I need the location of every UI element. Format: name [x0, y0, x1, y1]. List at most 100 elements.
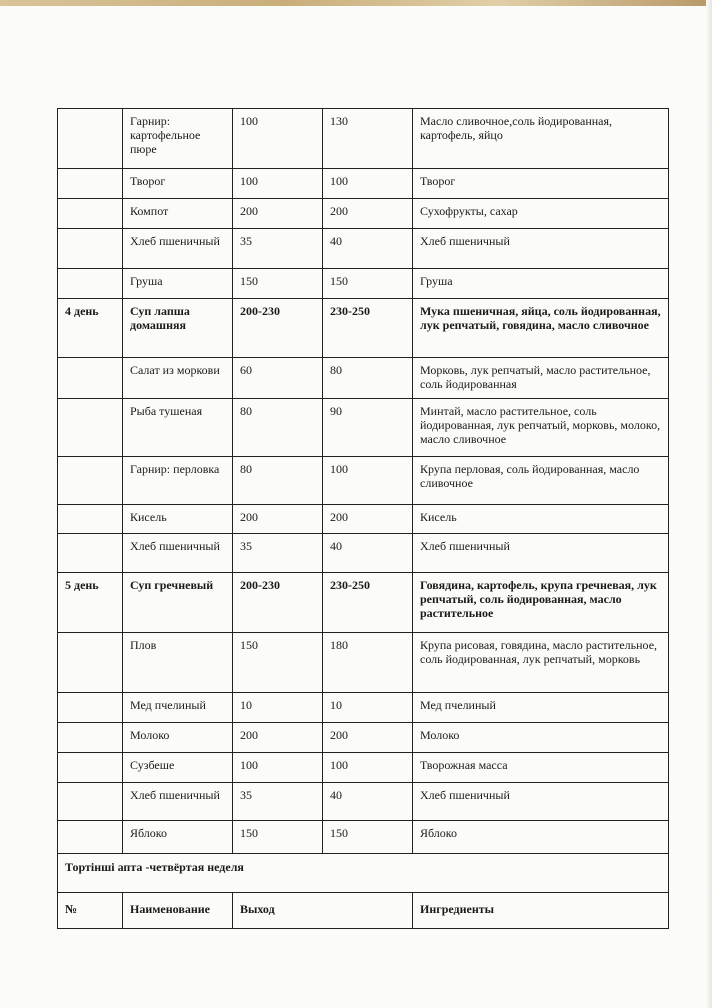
output-2: 100: [322, 168, 413, 199]
ingredients-cell: Груша: [412, 268, 669, 299]
dish-name: Компот: [122, 198, 233, 229]
output-2: 40: [322, 533, 413, 573]
dish-name: Сузбеше: [122, 752, 233, 783]
header-ingredients: Ингредиенты: [412, 892, 669, 929]
ingredients-cell: Крупа перловая, соль йодированная, масло…: [412, 456, 669, 505]
dish-name: Плов: [122, 632, 233, 693]
output-1: 200: [232, 504, 323, 534]
day-cell: [57, 456, 123, 505]
table-row: 5 день Суп гречневый 200-230 230-250 Говядин…: [57, 572, 669, 633]
table-row: Молоко 200 200 Молоко: [57, 722, 669, 753]
output-2: 200: [322, 504, 413, 534]
table-row: Хлеб пшеничный 35 40 Хлеб пшеничный: [57, 228, 669, 269]
day-cell: [57, 533, 123, 573]
output-1: 100: [232, 168, 323, 199]
output-2: 90: [322, 398, 413, 457]
dish-name: Гарнир: перловка: [122, 456, 233, 505]
output-2: 150: [322, 820, 413, 854]
ingredients-cell: Говядина, картофель, крупа гречневая, лу…: [412, 572, 669, 633]
output-2: 100: [322, 752, 413, 783]
output-1: 10: [232, 692, 323, 723]
table-row: 4 день Суп лапша домашняя 200-230 230-250 Му…: [57, 298, 669, 358]
ingredients-cell: Кисель: [412, 504, 669, 534]
day-cell: [57, 722, 123, 753]
output-1: 200-230: [232, 572, 323, 633]
ingredients-cell: Мука пшеничная, яйца, соль йодированная,…: [412, 298, 669, 358]
output-1: 100: [232, 752, 323, 783]
ingredients-cell: Молоко: [412, 722, 669, 753]
dish-name: Кисель: [122, 504, 233, 534]
day-cell: [57, 108, 123, 169]
dish-name: Салат из моркови: [122, 357, 233, 399]
output-1: 35: [232, 228, 323, 269]
table-row: Гарнир: картофельное пюре 100 130 Масло сли…: [57, 108, 669, 169]
output-1: 100: [232, 108, 323, 169]
dish-name: Рыба тушеная: [122, 398, 233, 457]
ingredients-cell: Хлеб пшеничный: [412, 533, 669, 573]
output-2: 40: [322, 228, 413, 269]
dish-name: Хлеб пшеничный: [122, 228, 233, 269]
week-title: Тортінші апта -четвёртая неделя: [57, 853, 669, 893]
output-2: 200: [322, 198, 413, 229]
ingredients-cell: Морковь, лук репчатый, масло растительно…: [412, 357, 669, 399]
scan-right-edge: [706, 0, 712, 1008]
dish-name: Творог: [122, 168, 233, 199]
table-row: Хлеб пшеничный 35 40 Хлеб пшеничный: [57, 533, 669, 573]
day-cell: [57, 632, 123, 693]
output-2: 150: [322, 268, 413, 299]
ingredients-cell: Хлеб пшеничный: [412, 228, 669, 269]
ingredients-cell: Сухофрукты, сахар: [412, 198, 669, 229]
day-cell: [57, 228, 123, 269]
day-cell: [57, 504, 123, 534]
ingredients-cell: Масло сливочное,соль йодированная, карто…: [412, 108, 669, 169]
day-cell: [57, 752, 123, 783]
dish-name: Яблоко: [122, 820, 233, 854]
day-cell: [57, 357, 123, 399]
table-row: Салат из моркови 60 80 Морковь, лук репчаты…: [57, 357, 669, 399]
output-2: 130: [322, 108, 413, 169]
output-1: 150: [232, 820, 323, 854]
header-num: №: [57, 892, 123, 929]
table-row: Компот 200 200 Сухофрукты, сахар: [57, 198, 669, 229]
output-1: 150: [232, 632, 323, 693]
output-2: 180: [322, 632, 413, 693]
table-row: Гарнир: перловка 80 100 Крупа перловая, сол…: [57, 456, 669, 505]
table-row: Кисель 200 200 Кисель: [57, 504, 669, 534]
output-1: 60: [232, 357, 323, 399]
output-2: 100: [322, 456, 413, 505]
table-row: Хлеб пшеничный 35 40 Хлеб пшеничный: [57, 782, 669, 821]
output-1: 200: [232, 722, 323, 753]
menu-table: Гарнир: картофельное пюре 100 130 Масло сли…: [57, 108, 669, 929]
output-1: 200: [232, 198, 323, 229]
output-2: 40: [322, 782, 413, 821]
day-cell: [57, 692, 123, 723]
output-1: 35: [232, 533, 323, 573]
day-cell: 4 день: [57, 298, 123, 358]
dish-name: Суп гречневый: [122, 572, 233, 633]
output-2: 230-250: [322, 298, 413, 358]
output-2: 200: [322, 722, 413, 753]
ingredients-cell: Хлеб пшеничный: [412, 782, 669, 821]
dish-name: Хлеб пшеничный: [122, 533, 233, 573]
day-cell: [57, 782, 123, 821]
header-name: Наименование: [122, 892, 233, 929]
day-cell: [57, 198, 123, 229]
ingredients-cell: Яблоко: [412, 820, 669, 854]
week-title-row: Тортінші апта -четвёртая неделя: [57, 853, 669, 893]
table-row: Плов 150 180 Крупа рисовая, говядина, масло…: [57, 632, 669, 693]
table-row: Груша 150 150 Груша: [57, 268, 669, 299]
output-1: 150: [232, 268, 323, 299]
ingredients-cell: Творог: [412, 168, 669, 199]
day-cell: [57, 268, 123, 299]
dish-name: Молоко: [122, 722, 233, 753]
table-row: Мед пчелиный 10 10 Мед пчелиный: [57, 692, 669, 723]
header-row: № Наименование Выход Ингредиенты: [57, 892, 669, 929]
ingredients-cell: Крупа рисовая, говядина, масло раститель…: [412, 632, 669, 693]
table-row: Сузбеше 100 100 Творожная масса: [57, 752, 669, 783]
ingredients-cell: Творожная масса: [412, 752, 669, 783]
dish-name: Хлеб пшеничный: [122, 782, 233, 821]
output-1: 35: [232, 782, 323, 821]
table-row: Рыба тушеная 80 90 Минтай, масло растительн…: [57, 398, 669, 457]
output-2: 80: [322, 357, 413, 399]
ingredients-cell: Минтай, масло растительное, соль йодиров…: [412, 398, 669, 457]
